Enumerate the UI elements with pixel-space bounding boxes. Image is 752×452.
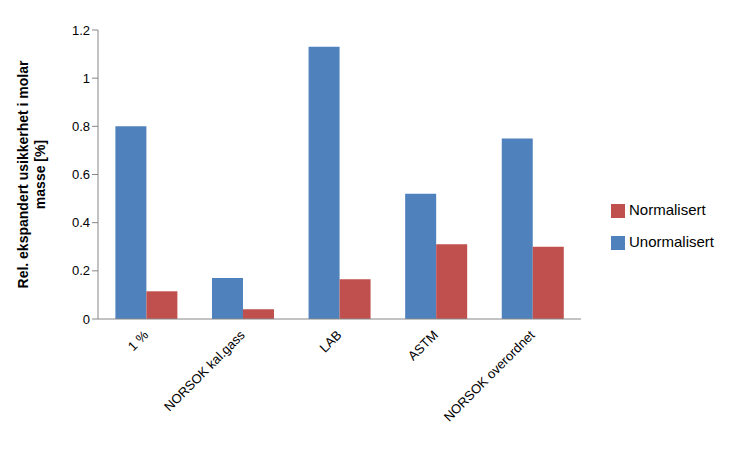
- svg-text:LAB: LAB: [316, 327, 344, 355]
- svg-text:0: 0: [83, 312, 90, 327]
- svg-text:NORSOK overordnet: NORSOK overordnet: [441, 327, 538, 424]
- svg-text:1.2: 1.2: [72, 23, 90, 38]
- svg-text:0.4: 0.4: [72, 215, 90, 230]
- svg-text:ASTM: ASTM: [405, 327, 441, 363]
- svg-text:Rel. ekspandert usikkerhet i m: Rel. ekspandert usikkerhet i molarmasse …: [15, 60, 48, 289]
- html-text:Unormalisert: Unormalisert: [629, 233, 714, 250]
- svg-text:0.6: 0.6: [72, 167, 90, 182]
- svg-text:0.8: 0.8: [72, 119, 90, 134]
- svg-text:0.2: 0.2: [72, 263, 90, 278]
- svg-text:1: 1: [83, 71, 90, 86]
- html-text:Normalisert: Normalisert: [629, 201, 706, 218]
- svg-text:1 %: 1 %: [125, 327, 152, 354]
- svg-text:NORSOK kal.gass: NORSOK kal.gass: [161, 327, 248, 414]
